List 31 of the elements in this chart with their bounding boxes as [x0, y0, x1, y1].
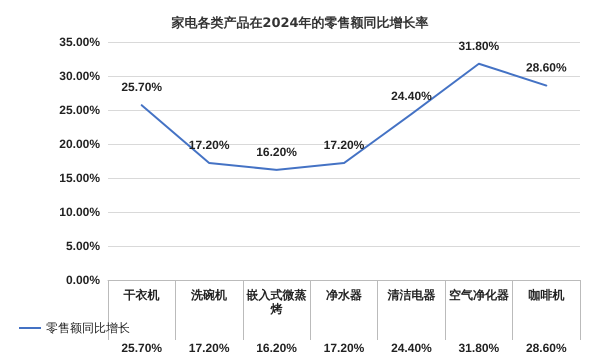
y-tick-label: 0.00% [66, 273, 100, 287]
y-tick-label: 15.00% [59, 171, 100, 185]
text: 31.80% [458, 38, 500, 53]
data-label: 17.20% [324, 341, 365, 355]
data-label: 31.80% [458, 341, 500, 355]
data-label: 25.70% [121, 341, 162, 355]
text: 17.20% [324, 138, 364, 152]
text: 24.40% [391, 89, 432, 104]
x-tick-label: 嵌入式微蒸烤 [246, 288, 307, 316]
x-tick-label: 干衣机 [122, 288, 160, 302]
text: 16.20% [256, 144, 297, 159]
x-tick-label: 净水器 [326, 288, 362, 302]
text: 28.60% [526, 60, 567, 75]
y-tick-label: 25.00% [59, 103, 100, 117]
y-tick-label: 5.00% [66, 239, 100, 253]
y-tick-label: 30.00% [59, 69, 100, 83]
data-label: 24.40% [391, 341, 432, 355]
text: 17.20% [188, 138, 230, 152]
chart-title: 家电各类产品在2024年的零售额同比增长率 [170, 15, 429, 31]
x-tick-label: 洗碗机 [190, 288, 228, 302]
text: 25.70% [121, 80, 162, 94]
legend-label: 零售额同比增长 [46, 321, 130, 335]
x-tick-label: 清洁电器 [386, 288, 436, 302]
data-label: 17.20% [188, 341, 230, 355]
y-tick-label: 35.00% [59, 35, 100, 49]
y-tick-label: 20.00% [59, 137, 100, 151]
x-tick-label: 空气净化器 [448, 288, 509, 302]
data-label: 16.20% [256, 341, 298, 355]
x-tick-label: 咖啡机 [528, 288, 564, 302]
data-label: 28.60% [526, 341, 567, 355]
y-tick-label: 10.00% [59, 205, 100, 219]
